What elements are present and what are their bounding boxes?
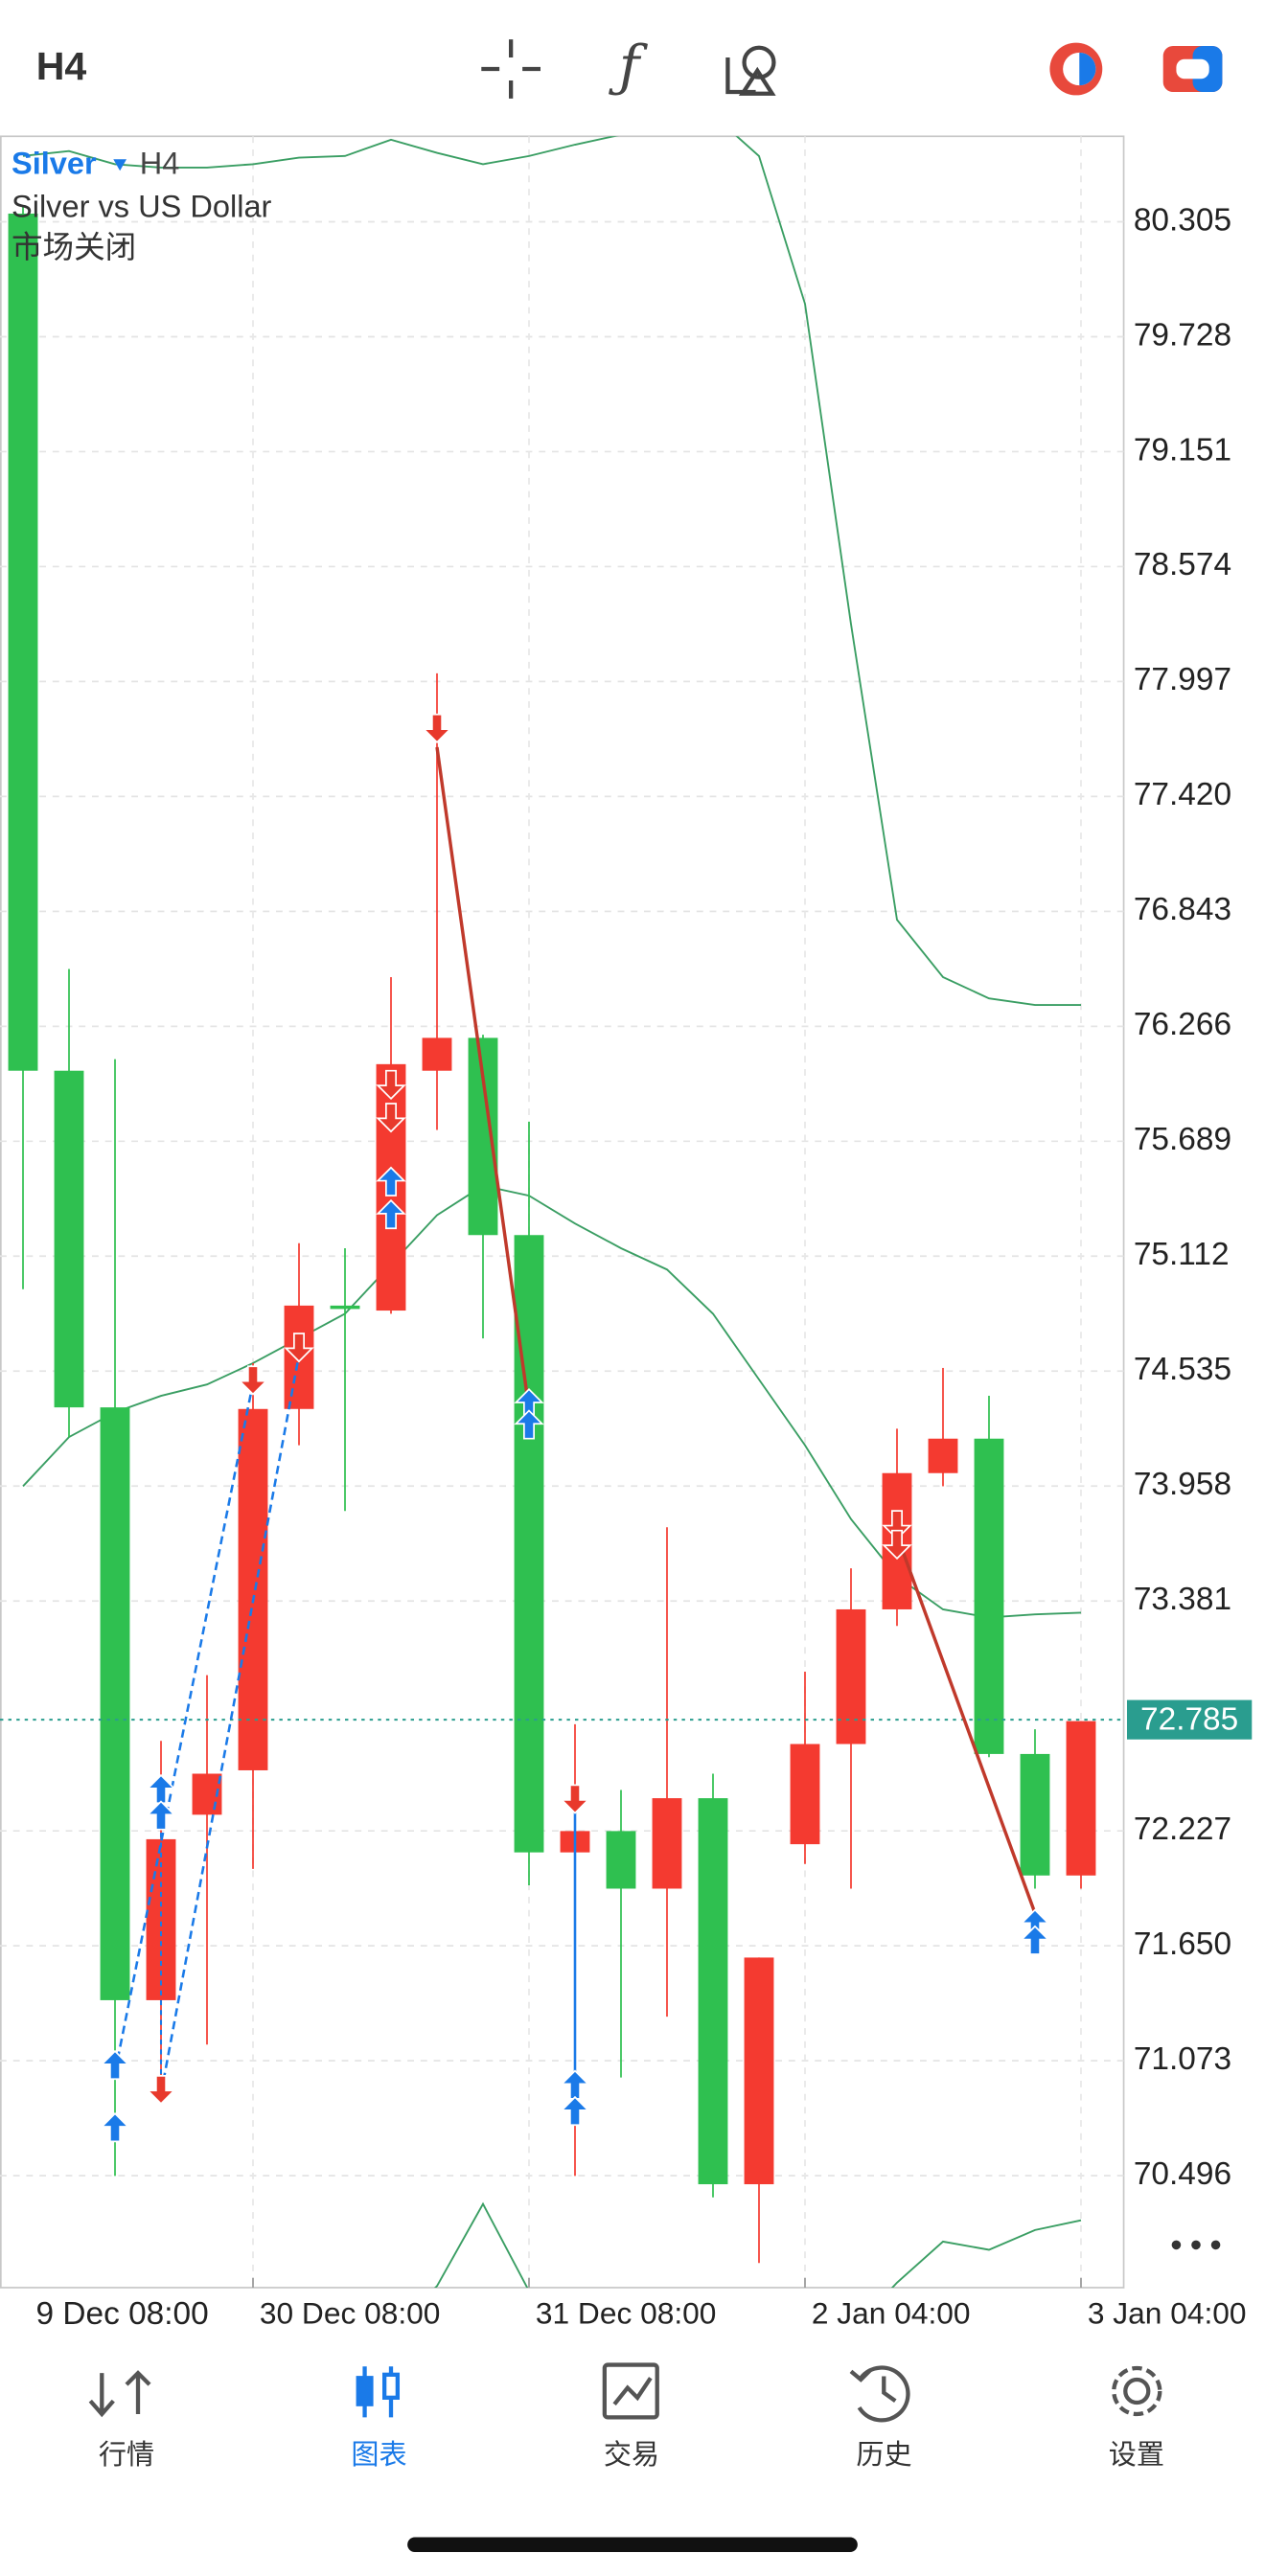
tab-label[interactable]: 历史 — [856, 2439, 911, 2471]
y-tick-label: 75.112 — [1134, 1237, 1230, 1272]
y-tick-label: 71.073 — [1134, 2041, 1231, 2077]
plot-area — [0, 136, 1124, 2288]
y-tick-label: 71.650 — [1134, 1926, 1231, 1962]
timeframe-button[interactable]: H4 — [36, 44, 87, 88]
candle-body — [330, 1305, 360, 1310]
more-button[interactable] — [1171, 2240, 1221, 2250]
band-upper — [22, 136, 1081, 1007]
market-status: 市场关闭 — [12, 230, 136, 264]
symbol-description: Silver vs US Dollar — [12, 189, 272, 223]
candle-body — [928, 1438, 958, 1473]
x-tick-label: 3 Jan 04:00 — [1088, 2295, 1247, 2330]
current-price-label: 72.785 — [1140, 1702, 1238, 1738]
tab-label[interactable]: 行情 — [99, 2439, 154, 2471]
chart-frame — [0, 135, 1125, 2289]
timeframe-label: H4 — [140, 147, 180, 181]
trade-icon[interactable] — [1162, 45, 1223, 92]
candle-body — [8, 213, 38, 1071]
symbol-dropdown[interactable] — [113, 159, 127, 171]
y-tick-label: 70.496 — [1134, 2156, 1231, 2192]
candle-body — [652, 1798, 682, 1889]
band-lower — [434, 2201, 1082, 2288]
x-tick-label: 30 Dec 08:00 — [260, 2295, 441, 2330]
indicator-icon[interactable]: ƒ — [609, 34, 649, 99]
y-tick-label: 76.266 — [1134, 1007, 1231, 1042]
home-indicator — [407, 2537, 858, 2552]
y-tick-label: 77.997 — [1134, 662, 1231, 697]
candle-body — [1020, 1753, 1050, 1876]
crosshair-icon[interactable] — [481, 39, 541, 99]
candle-body — [54, 1070, 84, 1408]
candle-body — [100, 1407, 130, 2000]
x-tick-label: 31 Dec 08:00 — [536, 2295, 717, 2330]
x-tick-label: 2 Jan 04:00 — [812, 2295, 971, 2330]
candle-body — [974, 1438, 1004, 1754]
y-tick-label: 76.843 — [1134, 892, 1231, 927]
trade-markers — [101, 713, 1049, 2143]
current-price-tag — [1126, 1699, 1253, 1740]
objects-icon[interactable] — [725, 45, 776, 96]
y-tick-label: 79.728 — [1134, 317, 1231, 353]
y-tick-label: 75.689 — [1134, 1122, 1231, 1157]
candle-body — [1066, 1721, 1096, 1876]
candle-body — [422, 1037, 452, 1071]
y-tick-label: 80.305 — [1134, 202, 1231, 238]
candle-body — [744, 1957, 774, 2185]
candle-body — [606, 1831, 636, 1889]
y-tick-label: 79.151 — [1134, 432, 1231, 467]
account-icon[interactable] — [1049, 42, 1103, 96]
tab-icons — [88, 2362, 1162, 2423]
y-tick-label: 74.535 — [1134, 1352, 1231, 1387]
tab-label[interactable]: 交易 — [604, 2439, 659, 2471]
candle-body — [836, 1608, 866, 1744]
symbol-label[interactable]: Silver — [12, 147, 97, 181]
tab-label[interactable]: 图表 — [351, 2439, 406, 2471]
tab-label[interactable]: 设置 — [1109, 2440, 1164, 2471]
y-tick-label: 73.381 — [1134, 1582, 1231, 1617]
y-tick-label: 78.574 — [1134, 547, 1231, 582]
candle-body — [238, 1408, 268, 1770]
y-tick-label: 73.958 — [1134, 1467, 1231, 1502]
candle-body — [790, 1744, 820, 1845]
y-tick-label: 72.227 — [1134, 1812, 1231, 1847]
band-middle — [22, 1184, 1082, 1619]
candle-body — [698, 1798, 728, 2185]
x-tick-label: 9 Dec 08:00 — [36, 2296, 209, 2332]
y-tick-label: 77.420 — [1134, 777, 1231, 812]
